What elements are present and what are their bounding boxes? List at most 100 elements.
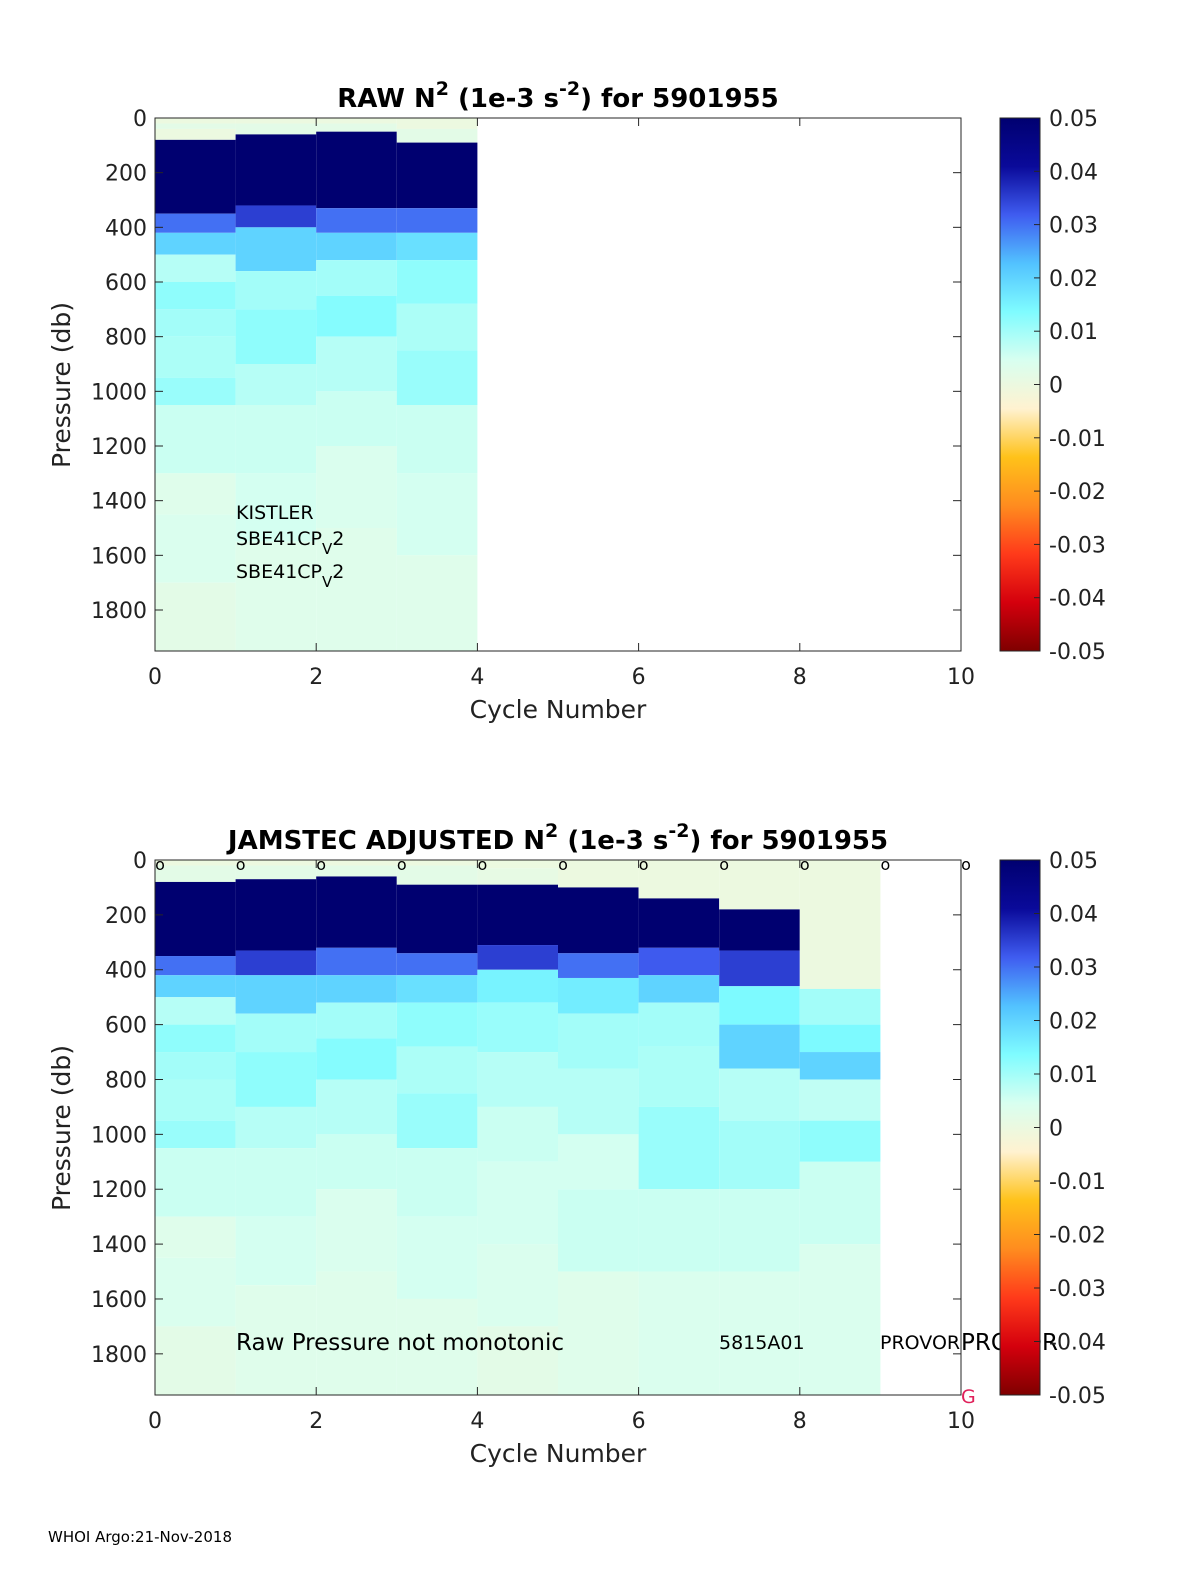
heatmap-cell (155, 473, 236, 515)
heatmap-cell (396, 1046, 478, 1094)
heatmap-cell (396, 405, 478, 474)
heatmap-cell (558, 860, 639, 888)
heatmap-cell (638, 860, 720, 899)
heatmap-cell (155, 1120, 236, 1149)
colorbar-tick-label: 0.05 (1049, 107, 1098, 132)
heatmap-cell (477, 1161, 558, 1245)
heatmap-cell (477, 1326, 558, 1395)
annotation-serial: 5815A01 (719, 1332, 805, 1354)
heatmap-cell (316, 232, 397, 261)
colorbar-tick-label: -0.01 (1049, 1170, 1106, 1195)
heatmap-cell (719, 1068, 800, 1121)
heatmap-cell (235, 123, 317, 135)
heatmap-cell (235, 227, 317, 272)
heatmap-cell (316, 260, 397, 296)
x-tick-label: 0 (148, 665, 162, 690)
heatmap-cell (396, 1298, 478, 1395)
heatmap-cell (316, 131, 397, 209)
heatmap-cell (477, 1106, 558, 1162)
heatmap-cell (235, 975, 317, 1014)
heatmap-cell (316, 208, 397, 233)
heatmap-cell (235, 860, 317, 866)
heatmap-cell (396, 975, 478, 1003)
y-axis-label: Pressure (db) (47, 1045, 76, 1211)
heatmap-cell (155, 865, 236, 882)
heatmap-cell (719, 1271, 800, 1395)
cycle-marker: o (478, 855, 488, 874)
heatmap-cell (235, 118, 317, 124)
heatmap-cell (155, 118, 236, 124)
heatmap-cell (235, 1216, 317, 1286)
heatmap-cell (396, 232, 478, 261)
heatmap-cells (155, 118, 478, 651)
heatmap-cells (155, 860, 881, 1395)
heatmap-cell (155, 881, 236, 957)
heatmap-cell (235, 271, 317, 310)
heatmap-cell (155, 405, 236, 474)
heatmap-cell (558, 977, 639, 1014)
annotation-sensor-2: SBE41CPV2 (236, 561, 344, 591)
y-tick-label: 1800 (91, 1343, 147, 1368)
heatmap-cell (477, 868, 558, 885)
chart-title: JAMSTEC ADJUSTED N2 (1e-3 s-2) for 59019… (226, 820, 888, 856)
heatmap-cell (799, 1079, 881, 1121)
heatmap-cell (719, 1120, 800, 1190)
heatmap-cell (316, 975, 397, 1003)
y-tick-label: 200 (105, 904, 147, 929)
heatmap-cell (396, 1216, 478, 1299)
heatmap-cell (799, 1024, 881, 1053)
heatmap-cell (477, 945, 558, 970)
y-tick-label: 1200 (91, 435, 147, 460)
heatmap-cell (235, 405, 317, 474)
heatmap-cell (316, 860, 397, 866)
heatmap-cell (235, 865, 317, 880)
heatmap-cell (558, 1189, 639, 1272)
cycle-marker: o (316, 855, 326, 874)
heatmap-cell (155, 975, 236, 998)
chart-raw: RAW N2 (1e-3 s-2) for 5901955 0 2 4 6 8 10 0 2… (47, 78, 1106, 724)
chart-title: RAW N2 (1e-3 s-2) for 5901955 (337, 78, 779, 114)
colorbar-tick-label: 0.05 (1049, 849, 1098, 874)
colorbar-tick-label: -0.04 (1049, 1331, 1106, 1356)
heatmap-cell (558, 1013, 639, 1069)
colorbar-tick-label: 0.02 (1049, 1010, 1098, 1035)
heatmap-cell (235, 309, 317, 364)
heatmap-cell (396, 303, 478, 351)
annotation-kistler: KISTLER (236, 502, 314, 524)
heatmap-cell (155, 232, 236, 255)
cycle-marker: o (639, 855, 649, 874)
heatmap-cell (155, 997, 236, 1025)
heatmap-cell (235, 879, 317, 951)
heatmap-cell (558, 887, 639, 954)
colorbar-tick-label: 0.04 (1049, 160, 1098, 185)
plot-frame (154, 117, 962, 652)
heatmap-cell (396, 1002, 478, 1047)
heatmap-cell (155, 123, 236, 129)
x-axis: 0 2 4 6 8 10 (148, 118, 975, 690)
heatmap-cell (155, 956, 236, 976)
x-tick-label: 8 (793, 1409, 807, 1434)
plot-frame (154, 859, 962, 1396)
x-tick-label: 4 (470, 1409, 484, 1434)
heatmap-cell (638, 975, 720, 1003)
heatmap-cell (396, 884, 478, 954)
x-tick-label: 0 (148, 1409, 162, 1434)
y-tick-label: 1600 (91, 1288, 147, 1313)
y-tick-label: 600 (105, 271, 147, 296)
heatmap-cell (316, 1271, 397, 1395)
heatmap-cell (558, 1068, 639, 1135)
heatmap-cell (155, 1216, 236, 1258)
heatmap-cell (155, 1257, 236, 1327)
cycle-marker: o (719, 855, 729, 874)
colorbar-tick-label: 0 (1049, 374, 1063, 399)
heatmap-cell (235, 1106, 317, 1149)
y-tick-label: 400 (105, 216, 147, 241)
heatmap-cell (155, 860, 236, 866)
colorbar-tick-label: 0.04 (1049, 903, 1098, 928)
colorbar-tick-label: 0.03 (1049, 214, 1098, 239)
heatmap-cell (316, 1002, 397, 1039)
heatmap-cell (316, 123, 397, 132)
footer-credit: WHOI Argo:21-Nov-2018 (48, 1528, 232, 1546)
